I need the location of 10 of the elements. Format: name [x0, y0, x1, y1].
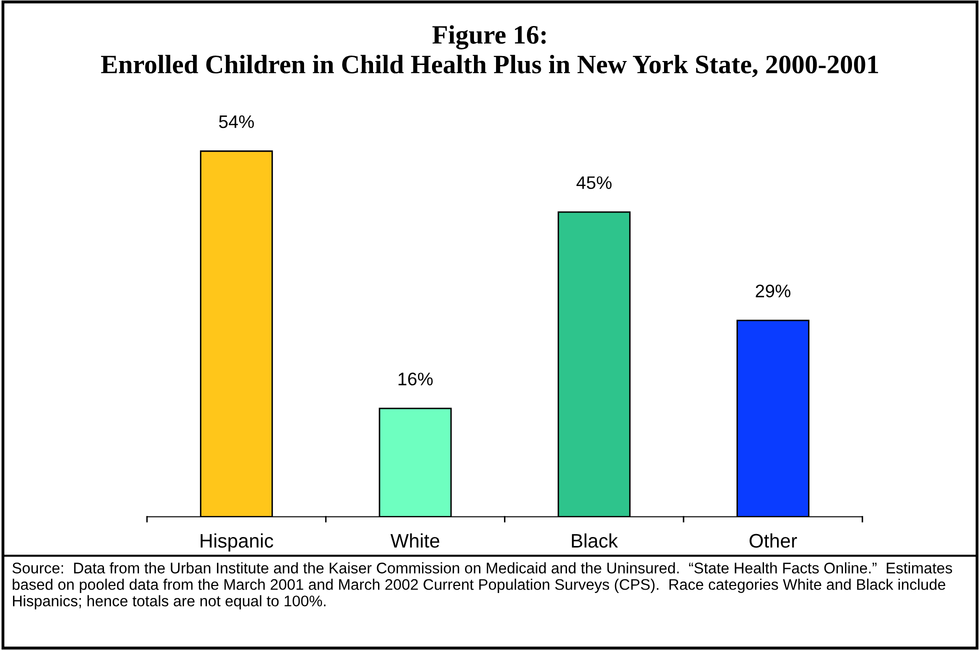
x-tick-label: White	[390, 533, 440, 548]
data-label: 16%	[398, 372, 433, 386]
x-tick-label: Black	[572, 533, 618, 548]
data-label: 54%	[219, 115, 254, 128]
data-label: 29%	[756, 284, 790, 298]
source-note: Source: Data from the Urban Institute and the Kaiser Commission on Medicaid and the Uninsured. “State Health Facts Online.” Estimates based on pooled data from the March 2001 and March 2002 Current Population Surveys (CPS). Race categories White and Black include Hispanics; hence totals are not equal to 100%.	[12, 562, 952, 610]
x-tick-label: Hispanic	[200, 533, 274, 552]
chart-title: Figure 16: Enrolled Children in Child Health Plus in New York State, 2000-2001	[101, 25, 878, 78]
data-label: 45%	[576, 176, 612, 190]
x-tick-label: Other	[750, 533, 797, 548]
